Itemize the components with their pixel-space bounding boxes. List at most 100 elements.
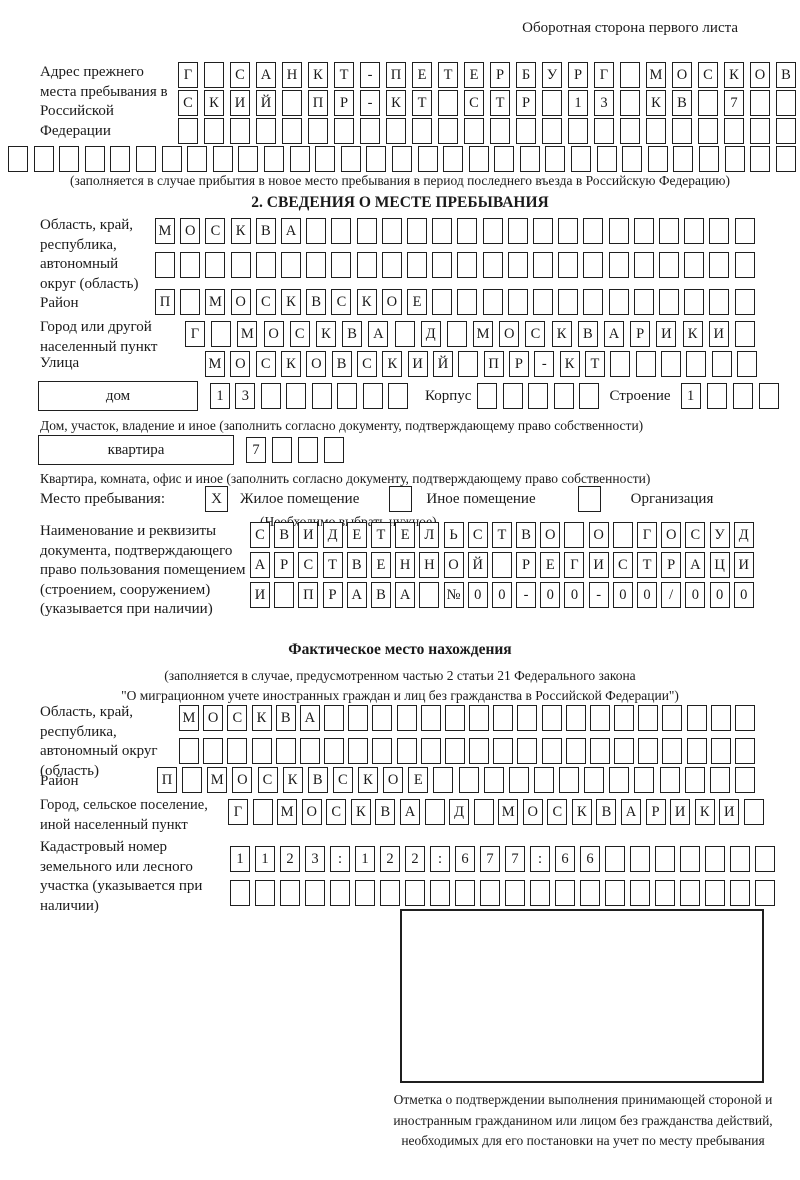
form-cell[interactable] (686, 738, 707, 764)
form-cell[interactable] (608, 252, 629, 278)
form-cell[interactable]: Г (594, 62, 614, 88)
form-cell[interactable] (517, 738, 538, 764)
form-cell[interactable]: А (399, 799, 420, 825)
form-cell[interactable]: И (298, 522, 319, 548)
form-cell[interactable] (620, 90, 640, 116)
form-cell[interactable]: Н (419, 552, 440, 578)
form-cell[interactable]: И (588, 552, 609, 578)
form-cell[interactable] (458, 351, 479, 377)
form-cell[interactable]: П (483, 351, 504, 377)
form-cell[interactable]: К (646, 90, 666, 116)
form-cell[interactable] (330, 880, 350, 906)
form-cell[interactable] (734, 218, 755, 244)
form-cell[interactable] (533, 218, 554, 244)
form-cell[interactable] (187, 146, 208, 172)
form-cell[interactable] (255, 252, 276, 278)
form-cell[interactable]: К (571, 799, 592, 825)
form-cell[interactable]: В (274, 522, 295, 548)
form-cell[interactable]: Т (412, 90, 432, 116)
form-cell[interactable]: - (534, 351, 555, 377)
form-cell[interactable] (457, 218, 478, 244)
form-cell[interactable] (564, 522, 585, 548)
form-cell[interactable] (205, 252, 226, 278)
form-cell[interactable]: У (709, 522, 730, 548)
form-cell[interactable]: № (443, 582, 464, 608)
form-cell[interactable]: М (277, 799, 298, 825)
form-cell[interactable] (362, 383, 383, 409)
form-cell[interactable] (212, 146, 233, 172)
form-cell[interactable]: М (473, 321, 494, 347)
form-cell[interactable] (458, 767, 479, 793)
form-cell[interactable] (686, 351, 707, 377)
form-cell[interactable]: Т (491, 522, 512, 548)
form-cell[interactable] (633, 252, 654, 278)
form-cell[interactable] (633, 218, 654, 244)
form-cell[interactable]: С (464, 90, 484, 116)
form-cell[interactable] (659, 252, 680, 278)
form-cell[interactable] (477, 383, 498, 409)
form-cell[interactable]: Г (228, 799, 248, 825)
form-cell[interactable]: В (375, 799, 396, 825)
form-cell[interactable]: 1 (255, 846, 275, 872)
form-cell[interactable] (430, 880, 450, 906)
form-cell[interactable] (705, 880, 725, 906)
form-cell[interactable] (419, 582, 440, 608)
form-cell[interactable]: М (179, 705, 199, 731)
form-cell[interactable]: В (776, 62, 796, 88)
form-cell[interactable] (755, 880, 775, 906)
form-cell[interactable]: - (516, 582, 537, 608)
form-cell[interactable] (542, 90, 562, 116)
form-cell[interactable]: И (733, 552, 754, 578)
form-cell[interactable] (634, 767, 655, 793)
form-cell[interactable] (533, 252, 554, 278)
form-cell[interactable] (473, 799, 494, 825)
form-cell[interactable]: Е (464, 62, 484, 88)
form-cell[interactable] (380, 880, 400, 906)
form-cell[interactable]: Б (516, 62, 536, 88)
form-cell[interactable]: С (331, 289, 352, 315)
stay-type-checkbox-organization[interactable] (577, 486, 601, 512)
form-cell[interactable]: К (350, 799, 371, 825)
form-cell[interactable]: П (386, 62, 406, 88)
form-cell[interactable] (387, 383, 408, 409)
form-cell[interactable] (372, 738, 393, 764)
form-cell[interactable] (483, 767, 504, 793)
form-cell[interactable] (282, 90, 302, 116)
form-cell[interactable]: С (298, 552, 319, 578)
form-cell[interactable]: С (547, 799, 568, 825)
form-cell[interactable] (281, 252, 302, 278)
form-cell[interactable] (734, 738, 755, 764)
form-cell[interactable] (734, 321, 755, 347)
form-cell[interactable]: А (250, 552, 270, 578)
form-cell[interactable] (709, 218, 730, 244)
form-cell[interactable]: Н (395, 552, 416, 578)
form-cell[interactable]: 1 (355, 846, 375, 872)
form-cell[interactable] (541, 738, 562, 764)
form-cell[interactable] (331, 218, 352, 244)
form-cell[interactable]: О (588, 522, 609, 548)
form-cell[interactable]: И (670, 799, 691, 825)
form-cell[interactable] (348, 705, 369, 731)
form-cell[interactable] (706, 383, 727, 409)
form-cell[interactable] (324, 738, 345, 764)
form-cell[interactable]: К (682, 321, 703, 347)
form-cell[interactable] (238, 146, 259, 172)
form-cell[interactable]: К (386, 90, 406, 116)
form-cell[interactable]: М (155, 218, 175, 244)
form-cell[interactable] (331, 252, 352, 278)
form-cell[interactable] (457, 252, 478, 278)
form-cell[interactable] (579, 383, 600, 409)
form-cell[interactable]: 7 (505, 846, 525, 872)
form-cell[interactable] (519, 146, 540, 172)
form-cell[interactable]: Е (540, 552, 561, 578)
form-cell[interactable]: А (368, 321, 389, 347)
form-cell[interactable] (8, 146, 28, 172)
form-cell[interactable]: И (656, 321, 677, 347)
form-cell[interactable]: И (407, 351, 428, 377)
form-cell[interactable]: В (342, 321, 363, 347)
form-cell[interactable] (608, 289, 629, 315)
form-cell[interactable] (298, 437, 318, 463)
form-cell[interactable]: В (275, 705, 296, 731)
form-cell[interactable] (482, 218, 503, 244)
form-cell[interactable] (660, 351, 681, 377)
